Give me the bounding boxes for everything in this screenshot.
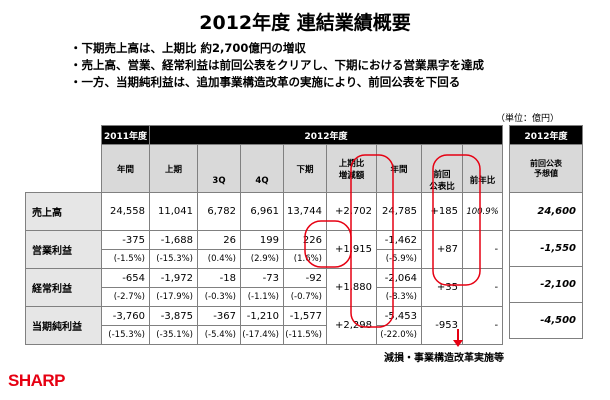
forecast-table: 2012年度 前回公表 予想値 24,600 -1,550 -2,100 -4,… xyxy=(509,125,583,339)
value-cell: 24,558 xyxy=(101,192,150,231)
row-label: 当期純利益 xyxy=(25,306,102,345)
highlight-ring xyxy=(350,154,394,328)
value-cell: 24,785 xyxy=(376,192,422,231)
unit-label: （単位：億円） xyxy=(496,114,560,124)
page-title: 2012年度 連結業績概要 xyxy=(199,12,411,34)
header-h1: 上期 xyxy=(149,144,198,193)
row-label: 経常利益 xyxy=(25,268,102,307)
ratio-cell: (-15.3%) xyxy=(101,325,150,345)
forecast-value: -1,550 xyxy=(509,230,583,267)
table-row-ratio: (-2.7%) (-17.9%) (-0.3%) (-1.1%) (-0.7%)… xyxy=(26,287,503,307)
bullet-2: ・売上高、営業、経常利益は前回公表をクリアし、下期における営業黒字を達成 xyxy=(70,58,484,72)
row-label: 営業利益 xyxy=(25,230,102,269)
value-cell: - xyxy=(461,268,504,307)
ratio-cell: (-11.5%) xyxy=(283,325,327,345)
value-cell: - xyxy=(461,306,504,345)
header-vs-prev: 前回 公表比 xyxy=(421,144,463,193)
header-h2: 下期 xyxy=(283,144,327,193)
header-vs-prev-line2: 公表比 xyxy=(429,182,455,192)
table-row: 当期純利益 -3,760 -3,875 -367 -1,210 -1,577 +… xyxy=(25,306,504,345)
summary-bullets: ・下期売上高は、上期比 約2,700億円の増収 ・売上高、営業、経常利益は前回公… xyxy=(70,40,484,91)
forecast-value: 24,600 xyxy=(509,192,583,231)
header-4q: 4Q xyxy=(240,144,284,193)
corner-cell xyxy=(25,125,102,145)
table-row-ratio: (-1.5%) (-15.3%) (0.4%) (2.9%) (1.6%) (-… xyxy=(26,249,503,269)
value-cell: -953 xyxy=(421,306,463,345)
annotation-note: 減損・事業構造改革実施等 xyxy=(384,353,504,364)
value-cell: 100.9% xyxy=(461,192,504,231)
header-vs-prev-line1: 前回 xyxy=(433,170,451,180)
header-annual-2012: 年間 xyxy=(376,144,422,193)
header-fy2012: 2012年度 xyxy=(148,125,504,145)
forecast-subheader-line1: 前回公表 xyxy=(530,158,562,168)
value-cell: - xyxy=(461,230,504,269)
bullet-3: ・一方、当期純利益は、追加事業構造改革の実施により、前回公表を下回る xyxy=(70,75,461,89)
ratio-cell: (-22.0%) xyxy=(376,325,422,345)
table-row-ratio: (-15.3%) (-35.1%) (-5.4%) (-17.4%) (-11.… xyxy=(26,325,503,345)
forecast-subheader-line2: 予想値 xyxy=(534,168,558,178)
forecast-header: 2012年度 xyxy=(509,125,583,145)
sharp-logo: SHARP xyxy=(8,371,66,390)
results-table: 2011年度 2012年度 年間 上期 3Q 4Q 下期 上期比 増減額 年間 … xyxy=(25,125,504,345)
highlight-ring xyxy=(304,220,352,268)
bullet-1: ・下期売上高は、上期比 約2,700億円の増収 xyxy=(70,41,306,55)
highlight-ring xyxy=(432,154,481,286)
header-annual-2011: 年間 xyxy=(101,144,150,193)
corner-cell xyxy=(25,144,102,193)
forecast-subheader: 前回公表 予想値 xyxy=(509,144,583,193)
arrow-head-icon xyxy=(453,340,463,347)
forecast-value: -4,500 xyxy=(509,302,583,339)
value-cell: +35 xyxy=(421,268,463,307)
table-row: 営業利益 -375 -1,688 26 199 226 +1,915 -1,46… xyxy=(25,230,504,269)
